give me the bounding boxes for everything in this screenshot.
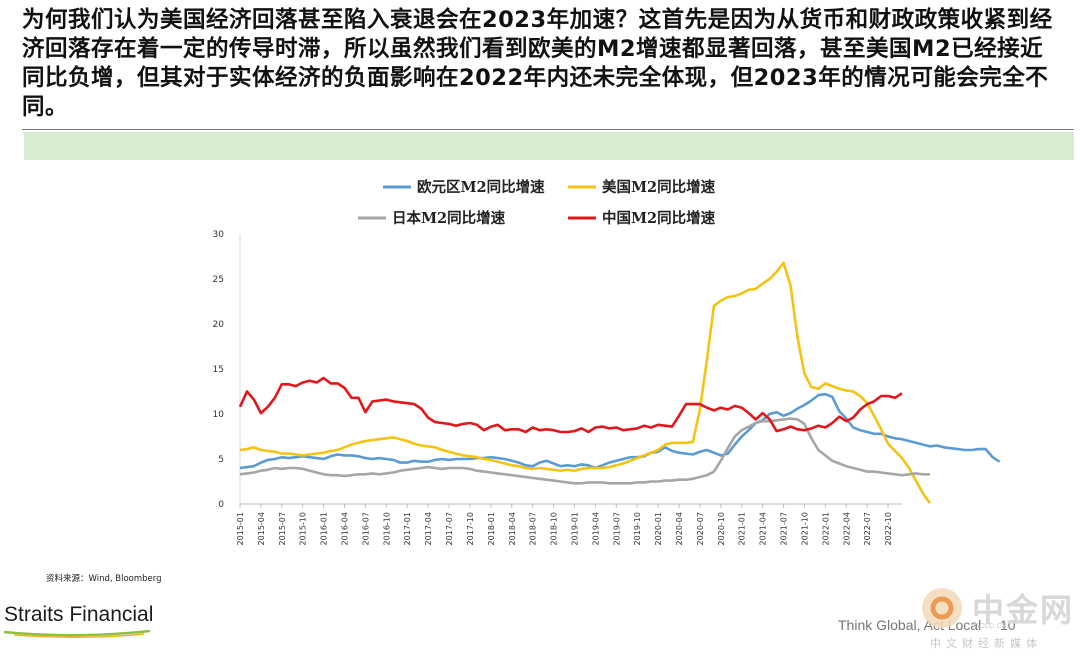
x-tick-label: 2019-10: [633, 512, 642, 545]
x-tick-label: 2019-04: [591, 512, 600, 545]
watermark-url: GOLD.CN: [974, 622, 1007, 630]
x-tick-label: 2015-10: [299, 512, 308, 545]
x-tick-label: 2019-07: [612, 512, 621, 545]
x-tick-label: 2022-04: [842, 512, 851, 545]
series-lines: [238, 261, 1001, 504]
page-number: 10: [1000, 617, 1016, 633]
x-tick-label: 2015-04: [257, 512, 266, 545]
x-tick-label: 2018-04: [508, 512, 517, 545]
x-tick-label: 2022-10: [884, 512, 893, 545]
watermark-name: 中金网: [972, 591, 1075, 629]
legend-label: 中国M2同比增速: [602, 209, 716, 227]
series-line: [239, 261, 931, 504]
legend-label: 美国M2同比增速: [602, 178, 716, 196]
x-tick-label: 2018-01: [487, 512, 496, 545]
brand-swoosh-icon: [4, 630, 150, 638]
x-axis: 2015-01 2015-04 2015-07 2015-10 2016-01 2016-…: [236, 503, 902, 545]
y-tick-label: 5: [218, 455, 224, 465]
data-source-note: 资料来源：Wind, Bloomberg: [46, 574, 162, 584]
legend-label: 欧元区M2同比增速: [417, 178, 545, 196]
slide-headline: 为何我们认为美国经济回落甚至陷入衰退会在2023年加速？这首先是因为从货币和财政…: [22, 7, 1053, 120]
y-axis: 0 5 10 15 20 25 30: [213, 230, 241, 510]
y-tick-label: 30: [213, 230, 225, 240]
x-tick-label: 2020-04: [675, 512, 684, 545]
y-tick-label: 10: [213, 410, 225, 420]
x-tick-label: 2016-10: [382, 512, 391, 545]
series-line: [239, 392, 1001, 470]
x-tick-label: 2019-01: [570, 512, 579, 545]
series-line: [239, 417, 930, 485]
x-tick-label: 2022-07: [863, 512, 872, 545]
x-tick-label: 2016-01: [320, 512, 329, 545]
x-tick-label: 2021-01: [738, 512, 747, 545]
x-tick-label: 2018-10: [550, 512, 559, 545]
x-tick-label: 2015-01: [236, 512, 245, 545]
x-tick-label: 2021-10: [800, 512, 809, 545]
x-tick-label: 2020-10: [717, 512, 726, 545]
x-tick-label: 2021-07: [780, 512, 789, 545]
headline-divider: [22, 129, 1074, 130]
green-banner: [24, 132, 1074, 160]
x-tick-label: 2020-07: [696, 512, 705, 545]
x-tick-label: 2016-04: [341, 512, 350, 545]
brand-logo-text: Straits Financial: [4, 603, 154, 626]
x-tick-label: 2017-10: [466, 512, 475, 545]
y-tick-label: 15: [213, 365, 224, 375]
x-tick-label: 2017-07: [445, 512, 454, 545]
x-tick-label: 2021-04: [759, 512, 768, 545]
x-tick-label: 2020-01: [654, 512, 663, 545]
x-tick-label: 2017-01: [403, 512, 412, 545]
series-line: [238, 376, 903, 434]
watermark-logo-icon: [922, 588, 962, 628]
watermark-subtitle: 中文财经新媒体: [930, 637, 1042, 650]
x-tick-label: 2016-07: [361, 512, 370, 545]
x-tick-label: 2018-07: [529, 512, 538, 545]
x-tick-label: 2022-01: [821, 512, 830, 545]
x-tick-label: 2017-04: [424, 512, 433, 545]
legend-label: 日本M2同比增速: [392, 209, 506, 227]
y-tick-label: 20: [213, 320, 225, 330]
y-tick-label: 0: [218, 500, 224, 510]
y-tick-label: 25: [213, 275, 224, 285]
x-tick-label: 2015-07: [278, 512, 287, 545]
